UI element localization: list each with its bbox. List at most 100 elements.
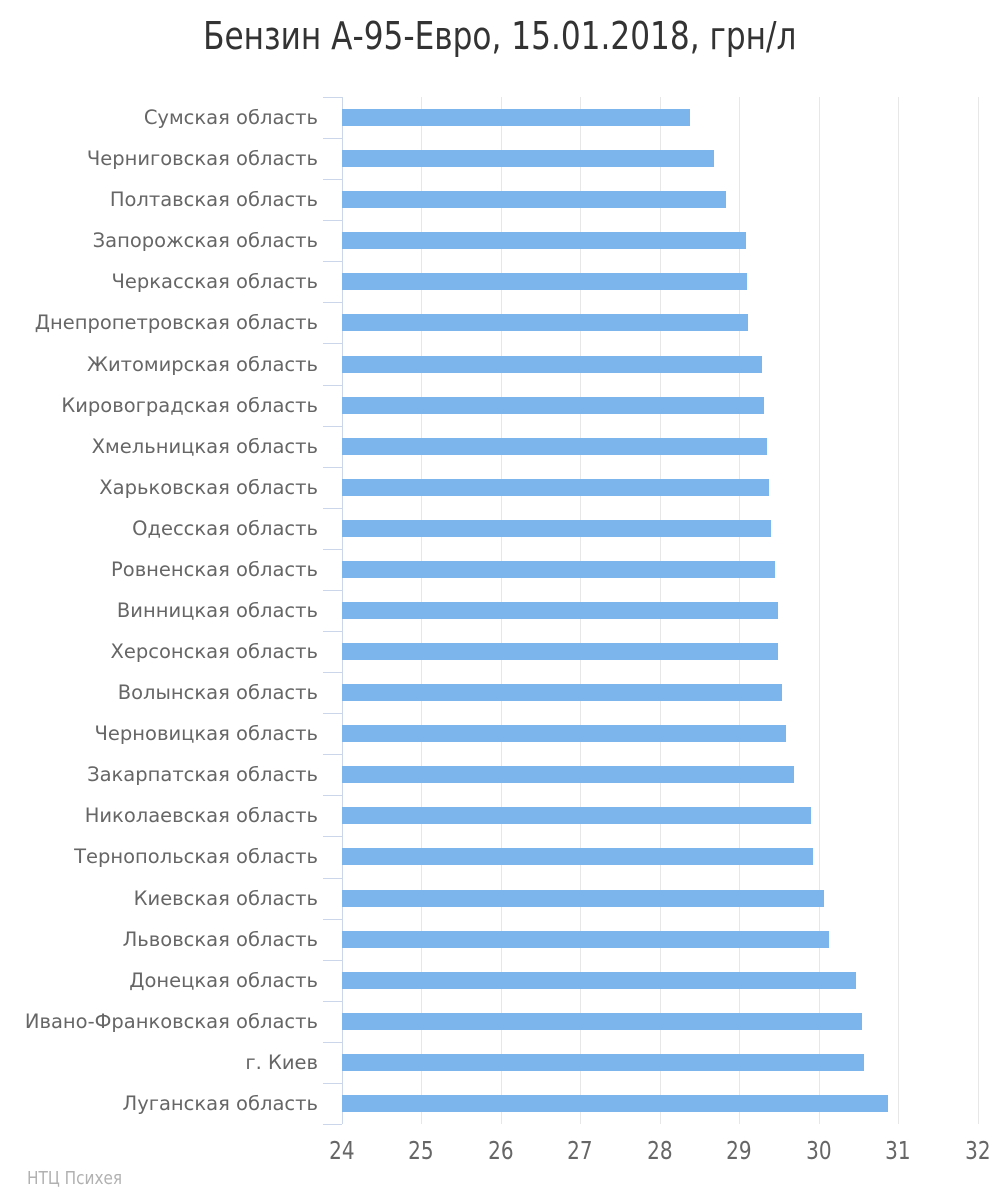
category-label: Харьковская область [99, 475, 318, 499]
category-label: Ровненская область [111, 557, 318, 581]
y-tick [322, 754, 342, 756]
x-tick-label-text: 32 [964, 1136, 991, 1165]
category-label: Львовская область [122, 927, 318, 951]
y-tick [322, 1041, 342, 1043]
y-tick [322, 507, 342, 509]
y-tick [322, 425, 342, 427]
chart-title: Бензин А-95-Евро, 15.01.2018, грн/л [0, 14, 1000, 58]
y-tick [322, 959, 342, 961]
y-tick [322, 672, 342, 674]
y-tick [322, 466, 342, 468]
bar[interactable] [342, 889, 824, 907]
y-tick [322, 589, 342, 591]
x-tick-label: 31 [858, 1136, 938, 1165]
x-tick-label-text: 26 [487, 1136, 514, 1165]
y-tick [322, 384, 342, 386]
y-tick [322, 795, 342, 797]
bar[interactable] [342, 1094, 889, 1112]
category-label: Николаевская область [84, 804, 318, 828]
category-label: Волынская область [117, 681, 318, 705]
bar[interactable] [342, 930, 830, 948]
category-label: Днепропетровская область [34, 311, 318, 335]
y-tick [322, 1082, 342, 1084]
category-label: Черкасская область [111, 270, 318, 294]
bar[interactable] [342, 643, 779, 661]
category-label: Черновицкая область [94, 722, 318, 746]
x-tick-label-text: 28 [646, 1136, 673, 1165]
bar[interactable] [342, 150, 715, 168]
chart-credit: НТЦ Психея [27, 1168, 139, 1189]
category-label: Хмельницкая область [91, 434, 318, 458]
bar[interactable] [342, 396, 765, 414]
category-label: Тернопольская область [74, 845, 318, 869]
bar[interactable] [342, 273, 747, 291]
y-tick [322, 631, 342, 633]
category-label: Запорожская область [92, 229, 318, 253]
y-tick [322, 1124, 342, 1125]
gridline [898, 97, 899, 1124]
y-tick [322, 220, 342, 222]
gridline [977, 97, 979, 1124]
y-tick [322, 877, 342, 879]
x-tick-label-text: 31 [885, 1136, 911, 1165]
x-tick-label-text: 25 [408, 1136, 434, 1165]
bar[interactable] [342, 684, 783, 702]
category-label: Винницкая область [116, 598, 318, 622]
bar[interactable] [342, 355, 762, 373]
category-label: Закарпатская область [87, 763, 318, 787]
y-tick [322, 343, 342, 345]
category-label: Житомирская область [86, 352, 318, 376]
bar[interactable] [342, 191, 726, 209]
bar[interactable] [342, 1053, 864, 1071]
x-tick-label-text: 24 [328, 1136, 355, 1165]
bar[interactable] [342, 766, 794, 784]
bar[interactable] [342, 109, 691, 127]
bar[interactable] [342, 971, 856, 989]
category-label: Луганская область [122, 1091, 318, 1115]
x-tick-label-text: 30 [805, 1136, 832, 1165]
y-tick [322, 179, 342, 181]
category-label: Донецкая область [129, 968, 318, 992]
bar[interactable] [342, 602, 778, 619]
bar[interactable] [342, 232, 746, 250]
x-tick-label: 29 [699, 1136, 779, 1165]
category-label: Полтавская область [109, 188, 318, 212]
category-label: г. Киев [245, 1050, 318, 1074]
x-tick-label: 32 [938, 1136, 1000, 1165]
x-tick-label-text: 29 [726, 1136, 752, 1165]
bar[interactable] [342, 560, 776, 578]
category-label: Ивано-Франковская область [24, 1009, 318, 1033]
bar[interactable] [342, 519, 771, 537]
y-tick [322, 97, 342, 98]
x-tick-label: 26 [461, 1136, 541, 1165]
y-tick [322, 1000, 342, 1002]
category-label: Херсонская область [110, 640, 318, 664]
bar[interactable] [342, 807, 812, 825]
chart-title-text: Бензин А-95-Евро, 15.01.2018, грн/л [203, 14, 797, 58]
y-tick [322, 836, 342, 838]
y-tick [322, 548, 342, 550]
category-label: Одесская область [132, 516, 318, 540]
bar[interactable] [342, 314, 749, 332]
chart-credit-text: НТЦ Психея [27, 1168, 123, 1189]
y-tick [322, 713, 342, 715]
y-tick [322, 138, 342, 140]
category-label: Киевская область [133, 886, 318, 910]
gridline [818, 97, 820, 1124]
bar[interactable] [342, 437, 767, 455]
bar[interactable] [342, 848, 814, 866]
y-tick [322, 918, 342, 920]
bar[interactable] [342, 478, 769, 496]
x-tick-label-text: 27 [567, 1136, 593, 1165]
category-label: Сумская область [143, 106, 318, 130]
bar[interactable] [342, 725, 786, 743]
y-tick [322, 261, 342, 263]
x-tick-label: 30 [779, 1136, 859, 1165]
x-tick-label: 27 [540, 1136, 620, 1165]
category-label: Кировоградская область [61, 393, 318, 417]
category-label: Черниговская область [86, 147, 318, 171]
x-tick-label: 25 [381, 1136, 461, 1165]
bar[interactable] [342, 1012, 862, 1030]
x-tick-label: 28 [620, 1136, 700, 1165]
